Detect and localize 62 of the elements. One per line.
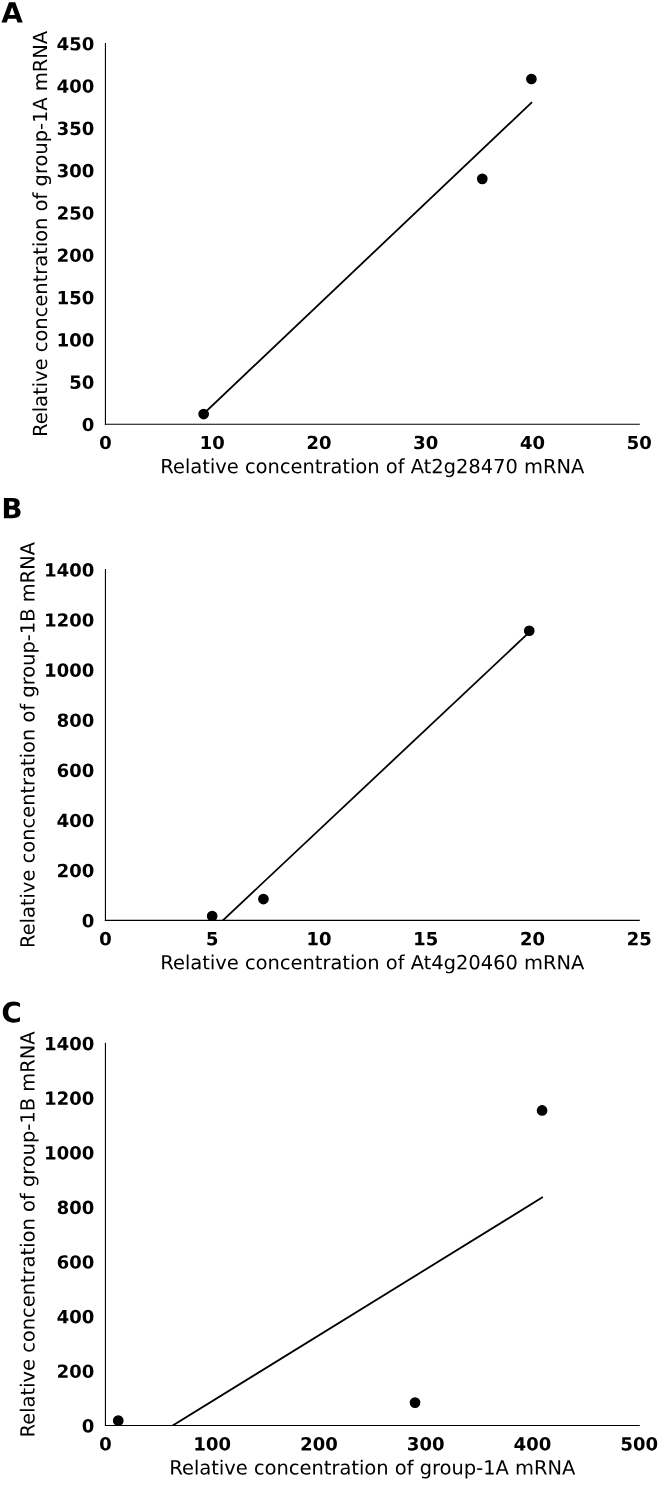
y-tick-label: 150 [58,290,94,305]
point [536,1105,548,1116]
chart-title: B [3,497,21,519]
y-tick-label: 400 [57,813,94,828]
y-tick-label: 1000 [46,663,94,677]
y-tick-label: 200 [58,863,94,878]
y-tick-label: 0 [82,913,94,928]
point [112,1415,124,1426]
x-tick-label: 50 [628,435,651,450]
y-tick-label: 400 [57,1309,94,1324]
point [523,625,535,637]
x-axis-title: Relative concentration of group-1A mRNA [171,1459,576,1479]
x-tick-label: 30 [414,435,438,450]
y-tick-label: 0 [82,1419,94,1433]
x-tick-label: 25 [628,931,651,946]
chart-title: C [2,1001,20,1023]
point [258,893,269,905]
y-tick-label: 600 [57,1255,94,1269]
x-tick-label: 20 [307,435,331,450]
x-tick-label: 10 [308,931,331,946]
x-tick-label: 15 [415,932,438,946]
y-tick-label: 1200 [46,1091,94,1106]
y-tick-label: 200 [58,248,94,263]
y-tick-label: 600 [57,763,94,778]
x-tick-label: 0 [100,1436,111,1451]
x-tick-label: 100 [195,1436,231,1451]
x-tick-label: 0 [100,435,111,450]
y-tick-label: 50 [70,375,94,390]
y-tick-label: 800 [57,713,94,728]
x-tick-label: 5 [207,932,218,946]
y-tick-label: 250 [58,206,94,220]
y-tick-label: 1400 [46,1036,94,1051]
y-tick-label: 800 [57,1200,94,1215]
y-tick-label: 350 [57,121,94,136]
chart-title: A [1,2,23,23]
x-tick-label: 0 [100,931,111,946]
y-tick-label: 450 [57,36,94,51]
y-tick-label: 100 [58,333,94,347]
x-tick-label: 500 [621,1436,658,1451]
y-tick-label: 1200 [46,613,94,627]
y-axis-title: Relative concentration of group-1A mRNA [32,31,52,435]
x-tick-label: 200 [301,1436,337,1451]
y-tick-label: 400 [57,79,94,93]
x-tick-label: 40 [520,435,545,450]
x-tick-label: 20 [521,931,545,946]
x-tick-label: 400 [514,1436,551,1451]
x-tick-label: 10 [201,435,224,450]
point [206,910,218,921]
y-axis-title: Relative concentration of group-1B mRNA [19,542,39,947]
y-tick-label: 1000 [46,1145,94,1160]
x-axis-title: Relative concentration of At4g20460 mRNA [162,954,585,974]
y-tick-label: 300 [57,163,94,178]
y-tick-label: 1400 [46,563,94,577]
point [476,173,488,185]
point [198,408,210,420]
y-tick-label: 200 [58,1364,94,1379]
x-axis-title: Relative concentration of At2g28470 mRNA [162,458,585,478]
point [526,73,537,85]
y-tick-label: 0 [82,417,94,432]
y-axis-title: Relative concentration of group-1B mRNA [19,1031,39,1436]
x-tick-label: 300 [408,1436,444,1451]
point [409,1397,421,1408]
